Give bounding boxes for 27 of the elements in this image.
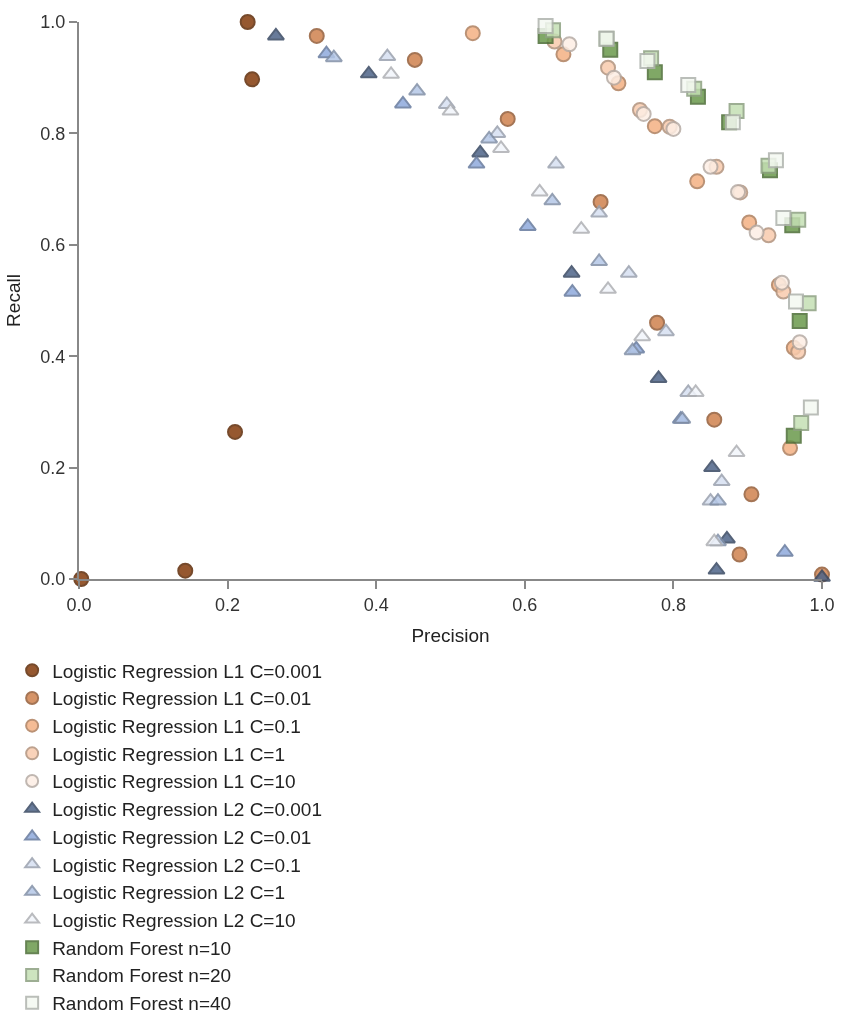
y-tick-label: 0.4 — [40, 346, 66, 367]
legend-label: Logistic Regression L1 C=0.01 — [52, 688, 312, 710]
x-tick-label: 0.2 — [215, 594, 241, 615]
legend-label: Logistic Regression L2 C=0.1 — [52, 854, 301, 876]
legend-label: Logistic Regression L2 C=0.01 — [52, 826, 312, 848]
legend-label: Logistic Regression L1 C=0.1 — [52, 716, 301, 738]
x-tick-label: 0.4 — [363, 594, 389, 615]
legend-label: Random Forest n=10 — [52, 937, 232, 959]
y-tick-label: 1.0 — [40, 12, 66, 33]
y-tick-label: 0.2 — [40, 457, 66, 478]
legend-label: Logistic Regression L1 C=0.001 — [52, 660, 322, 682]
y-tick-label: 0.6 — [40, 235, 66, 256]
legend-label: Logistic Regression L2 C=1 — [52, 882, 286, 904]
x-tick-label: 0.8 — [660, 594, 686, 615]
legend-label: Logistic Regression L2 C=0.001 — [52, 799, 322, 821]
legend-label: Random Forest n=20 — [52, 965, 232, 987]
x-tick-label: 0.6 — [512, 594, 538, 615]
y-tick-label: 0.0 — [40, 569, 66, 590]
legend-label: Random Forest n=40 — [52, 993, 232, 1015]
legend-label: Logistic Regression L1 C=1 — [52, 743, 286, 765]
legend-label: Logistic Regression L2 C=10 — [52, 909, 296, 931]
x-tick-label: 1.0 — [809, 594, 835, 615]
legend-label: Logistic Regression L1 C=10 — [52, 771, 296, 793]
y-tick-label: 0.8 — [40, 123, 66, 144]
x-axis-title: Precision — [411, 624, 490, 646]
y-axis-title: Recall — [2, 274, 24, 327]
x-tick-label: 0.0 — [66, 594, 92, 615]
